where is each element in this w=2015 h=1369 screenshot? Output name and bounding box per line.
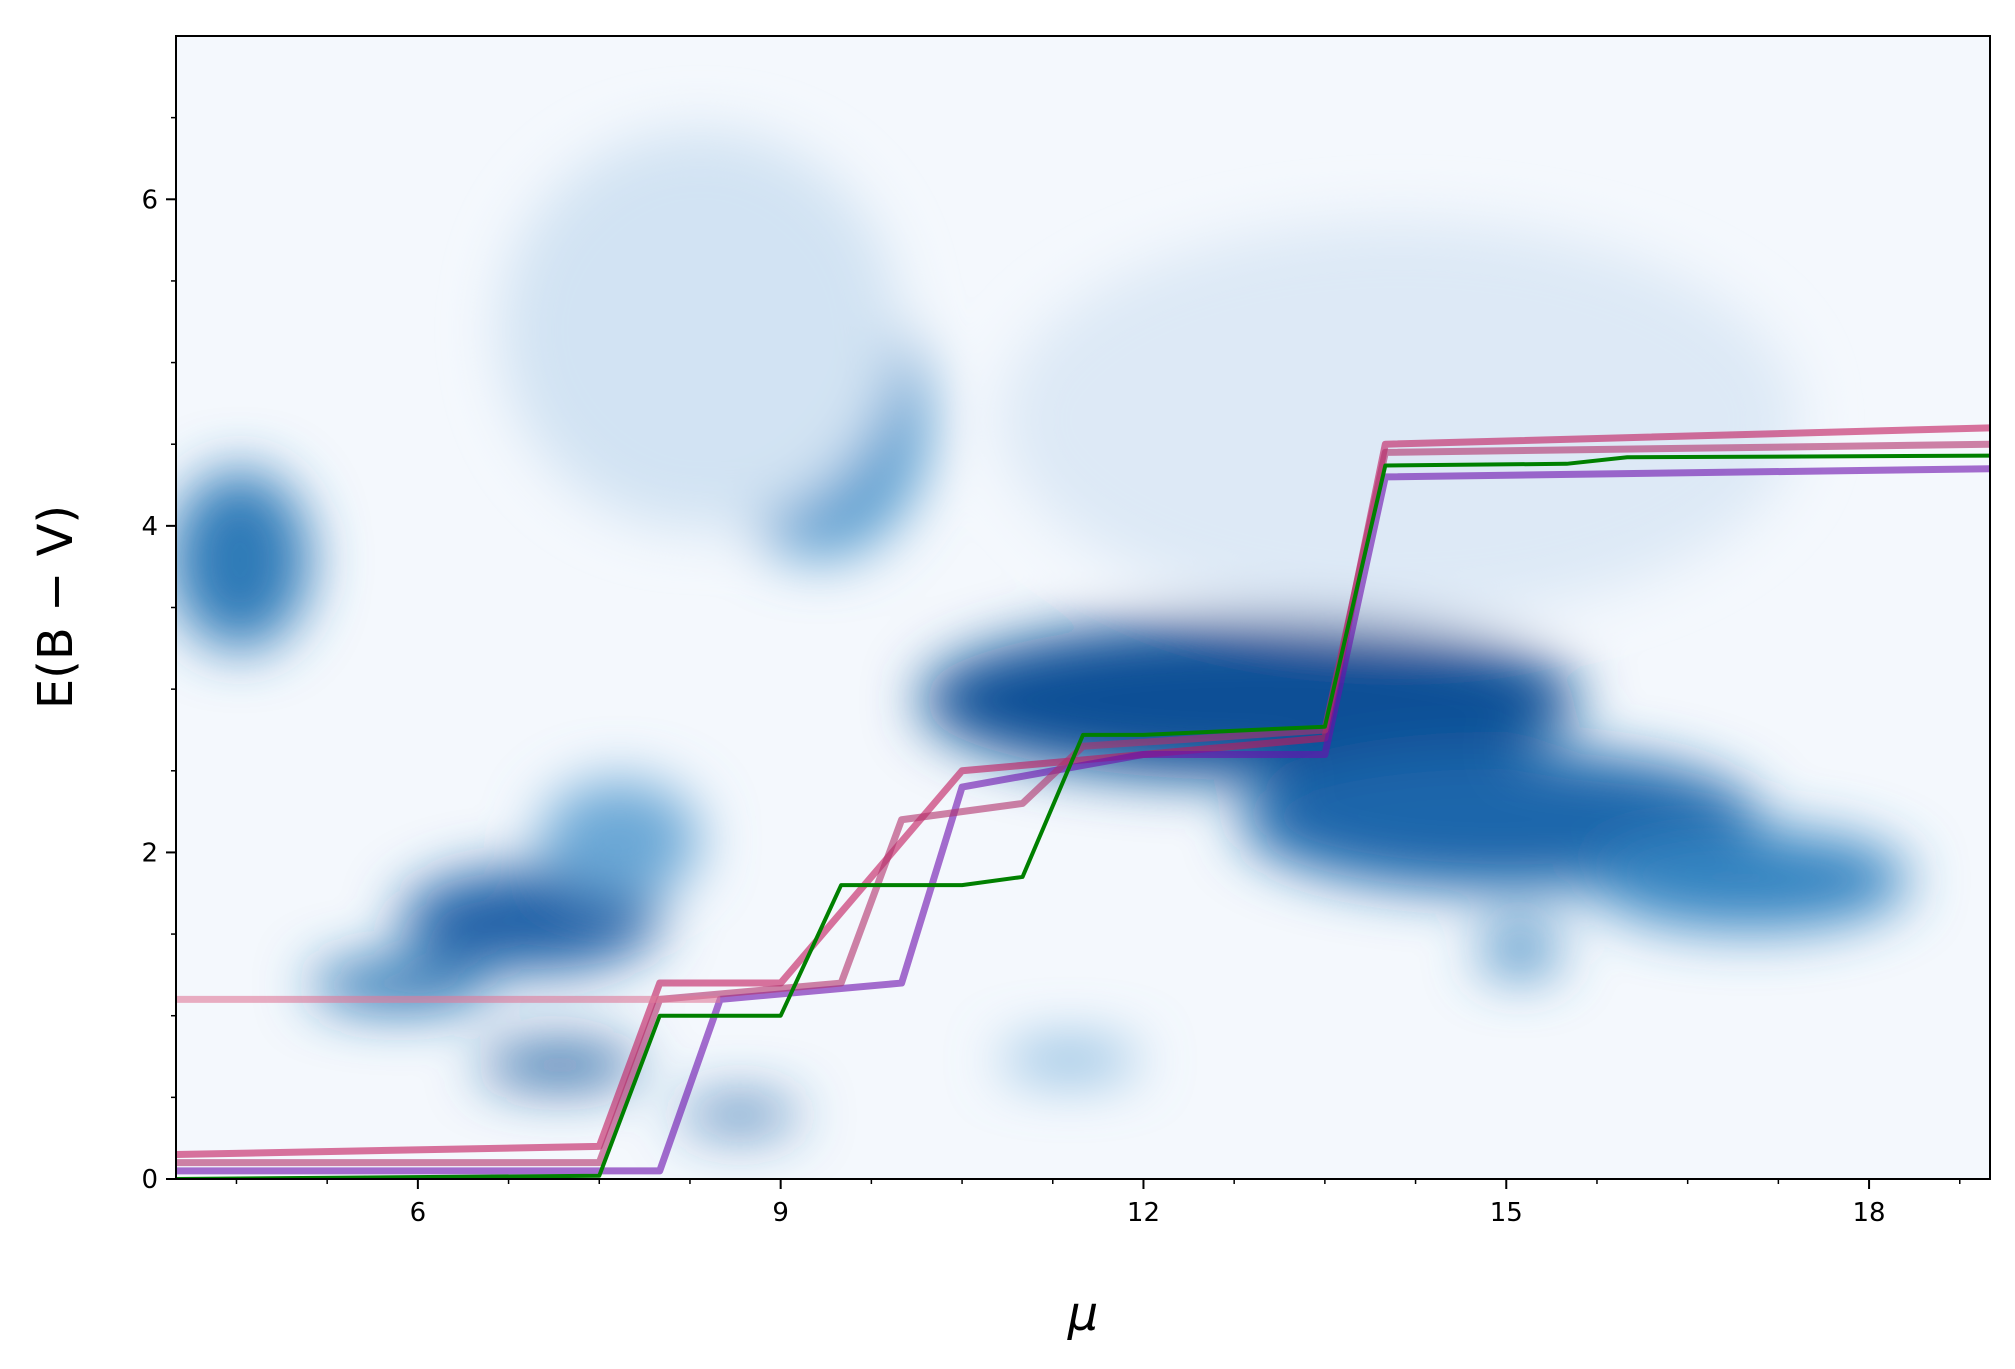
lines: [176, 424, 1990, 1179]
x-tick-label: 12: [1127, 1198, 1160, 1228]
y-tick-label: 6: [141, 185, 158, 215]
x-tick-label: 6: [410, 1198, 427, 1228]
y-tick-label: 0: [141, 1165, 158, 1195]
plot-background: [176, 36, 1990, 1179]
x-axis-label: μ: [1067, 1286, 1099, 1342]
y-tick-label: 4: [141, 512, 158, 542]
x-tick-label: 18: [1853, 1198, 1886, 1228]
series-line: [176, 465, 1990, 1175]
x-tick-label: 9: [772, 1198, 789, 1228]
x-tick-label: 15: [1490, 1198, 1523, 1228]
series-line: [176, 453, 1990, 1179]
y-tick-label: 2: [141, 838, 158, 868]
y-axis-label: E(B − V): [28, 505, 84, 709]
